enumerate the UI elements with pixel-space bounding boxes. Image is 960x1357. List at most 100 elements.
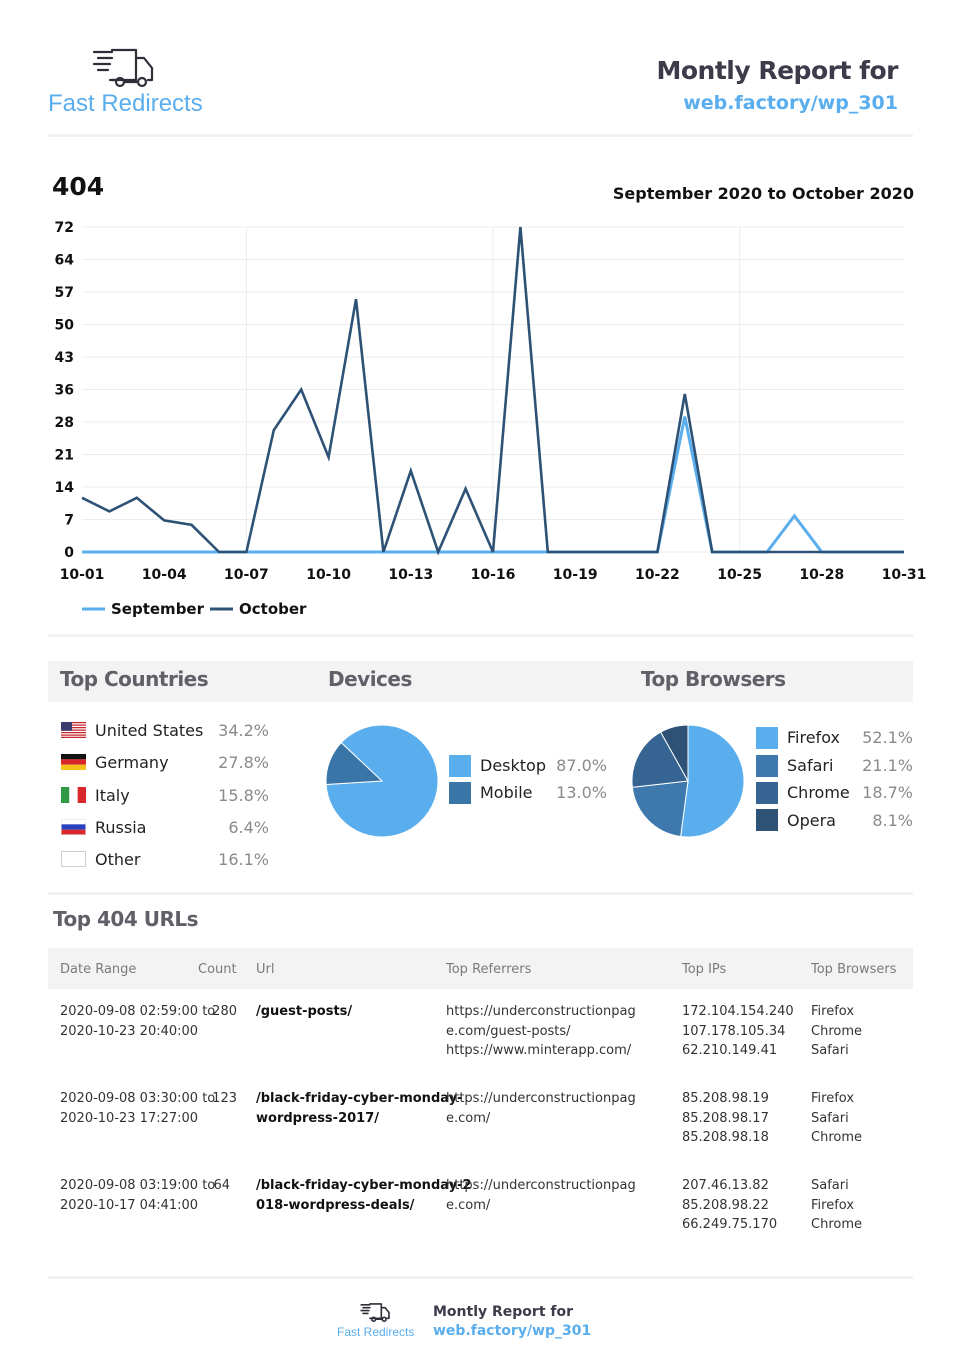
browsers-title: Top Browsers: [641, 667, 786, 691]
device-pct: 13.0%: [556, 783, 607, 802]
opera-swatch: [756, 809, 778, 831]
cell-url[interactable]: /black-friday-cyber-monday-2 018-wordpre…: [256, 1178, 472, 1213]
cell-date: 2020-09-08 02:59:00 to 2020-10-23 20:40:…: [60, 1004, 216, 1039]
devices-pie-chart: [325, 724, 439, 838]
logo: Fast Redirects: [48, 44, 218, 119]
cell-url[interactable]: /guest-posts/: [256, 1004, 353, 1019]
cell-ips: 172.104.154.240 107.178.105.34 62.210.14…: [682, 1004, 794, 1058]
x-tick-label: 10-28: [799, 567, 844, 583]
cell-referrers: https://underconstructionpag e.com/: [446, 1178, 636, 1213]
y-tick-label: 64: [55, 253, 75, 269]
x-tick-label: 10-10: [306, 567, 351, 583]
cell-referrers: https://underconstructionpag e.com/: [446, 1091, 636, 1126]
browser-name: Firefox: [787, 728, 840, 747]
urls-title: Top 404 URLs: [53, 907, 199, 931]
browsers-pie-chart: [631, 724, 745, 838]
urls-table-header: [48, 948, 913, 989]
chart-title: 404: [52, 172, 105, 201]
cell-browsers: Firefox Chrome Safari: [811, 1004, 862, 1058]
browser-pct: 18.7%: [862, 783, 913, 802]
stats-header-bar: [48, 661, 913, 702]
cell-referrers: https://underconstructionpag e.com/guest…: [446, 1004, 636, 1058]
y-tick-label: 43: [55, 350, 74, 366]
device-name: Mobile: [480, 783, 533, 802]
y-tick-label: 57: [55, 285, 74, 301]
country-pct: 34.2%: [218, 721, 269, 740]
country-name: United States: [95, 721, 204, 740]
x-tick-label: 10-04: [142, 567, 187, 583]
cell-count: 123: [212, 1091, 237, 1106]
firefox-swatch: [756, 727, 778, 749]
legend-label: September: [111, 600, 205, 618]
footer-site: web.factory/wp_301: [433, 1323, 592, 1339]
cell-date: 2020-09-08 03:30:00 to 2020-10-23 17:27:…: [60, 1091, 216, 1126]
x-tick-label: 10-25: [717, 567, 762, 583]
x-tick-label: 10-16: [471, 567, 516, 583]
country-name: Other: [95, 850, 141, 869]
col-url: Url: [256, 962, 275, 977]
countries-title: Top Countries: [60, 667, 209, 691]
us-flag-icon: [61, 722, 86, 738]
country-pct: 27.8%: [218, 753, 269, 772]
x-tick-label: 10-01: [60, 567, 105, 583]
cell-count: 64: [213, 1178, 230, 1193]
truck-icon: [92, 48, 154, 88]
y-tick-label: 21: [55, 448, 74, 464]
country-name: Russia: [95, 818, 147, 837]
device-name: Desktop: [480, 756, 546, 775]
y-tick-label: 0: [64, 545, 74, 561]
browser-name: Opera: [787, 811, 836, 830]
footer-title: Montly Report for: [433, 1304, 574, 1320]
cell-browsers: Safari Firefox Chrome: [811, 1178, 862, 1232]
truck-icon: [360, 1303, 390, 1322]
report-title: Montly Report for: [656, 56, 898, 85]
mobile-swatch: [449, 782, 471, 804]
x-tick-label: 10-13: [388, 567, 433, 583]
col-date-range: Date Range: [60, 962, 137, 977]
de-flag-icon: [61, 754, 86, 770]
col-browsers: Top Browsers: [811, 962, 897, 977]
pie-slice-chrome: [631, 731, 689, 788]
desktop-swatch: [449, 755, 471, 777]
y-tick-label: 36: [55, 383, 74, 399]
col-referrers: Top Referrers: [446, 962, 532, 977]
y-tick-label: 7: [64, 513, 74, 529]
y-tick-label: 72: [55, 220, 74, 236]
series-line-september: [82, 416, 904, 554]
footer-logo: Fast Redirects: [336, 1302, 426, 1342]
logo-text: Fast Redirects: [48, 90, 203, 117]
col-count: Count: [198, 962, 237, 977]
footer-divider: [48, 1276, 913, 1279]
browser-name: Chrome: [787, 783, 850, 802]
country-name: Italy: [95, 786, 130, 805]
it-flag-icon: [61, 787, 86, 803]
country-name: Germany: [95, 753, 169, 772]
y-tick-label: 50: [55, 318, 75, 334]
series-line-october: [81, 226, 904, 556]
y-tick-label: 28: [55, 415, 74, 431]
cell-ips: 85.208.98.19 85.208.98.17 85.208.98.18: [682, 1091, 769, 1145]
cell-ips: 207.46.13.82 85.208.98.22 66.249.75.170: [682, 1178, 778, 1232]
safari-swatch: [756, 755, 778, 777]
col-ips: Top IPs: [682, 962, 727, 977]
device-pct: 87.0%: [556, 756, 607, 775]
browser-pct: 52.1%: [862, 728, 913, 747]
chart-divider: [48, 634, 913, 637]
pie-slice-safari: [631, 780, 689, 838]
stats-divider: [48, 892, 913, 895]
pie-slice-mobile: [325, 741, 384, 786]
header-divider: [48, 134, 913, 137]
cell-url[interactable]: /black-friday-cyber-monday- wordpress-20…: [256, 1091, 463, 1126]
country-pct: 16.1%: [218, 850, 269, 869]
footer-logo-text: Fast Redirects: [337, 1325, 415, 1339]
ru-flag-icon: [61, 819, 86, 835]
cell-count: 280: [212, 1004, 237, 1019]
x-tick-label: 10-19: [553, 567, 598, 583]
country-pct: 6.4%: [228, 818, 269, 837]
country-pct: 15.8%: [218, 786, 269, 805]
x-tick-label: 10-22: [635, 567, 680, 583]
cell-date: 2020-09-08 03:19:00 to 2020-10-17 04:41:…: [60, 1178, 216, 1213]
chrome-swatch: [756, 782, 778, 804]
browser-pct: 8.1%: [872, 811, 913, 830]
y-tick-label: 14: [55, 480, 75, 496]
